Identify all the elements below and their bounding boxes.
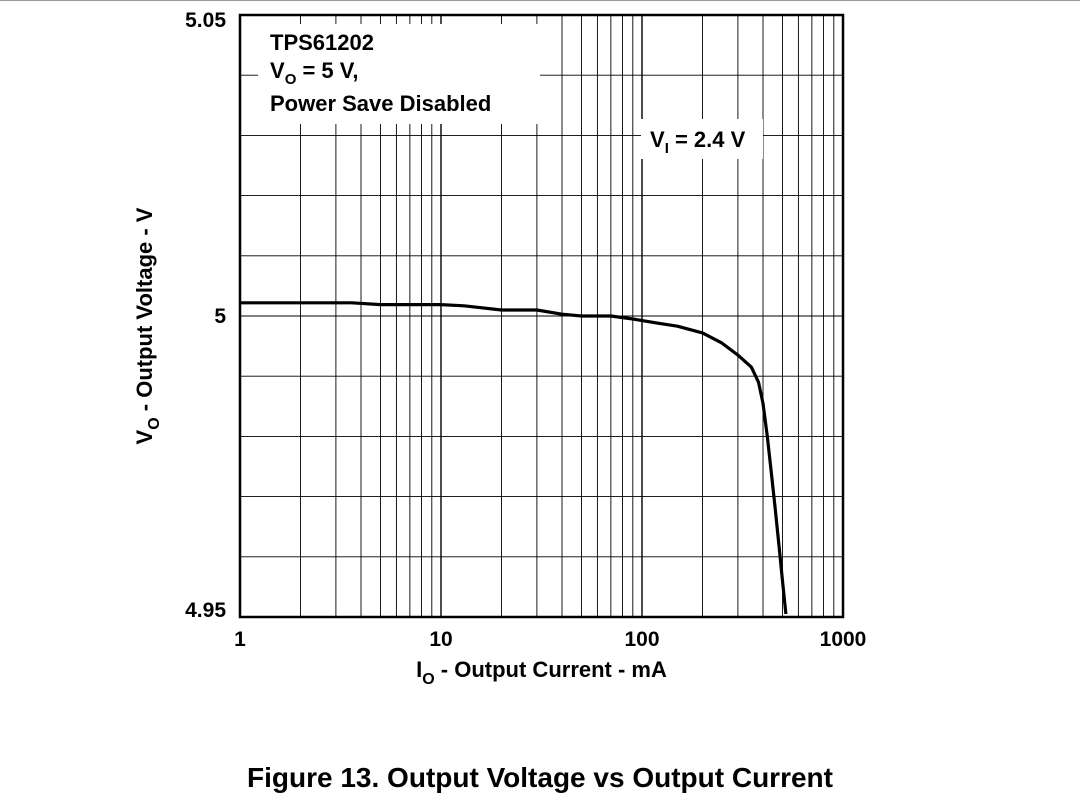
x-axis-label-subscript: O bbox=[422, 671, 434, 688]
annotation-vin-rest: = 2.4 V bbox=[669, 127, 746, 152]
output-voltage-chart: TPS61202 VO = 5 V, Power Save Disabled V… bbox=[132, 9, 866, 688]
x-tick-label: 1000 bbox=[820, 628, 867, 651]
annotation-output-voltage: VO = 5 V, bbox=[270, 58, 359, 88]
annotation-input-voltage: VI = 2.4 V bbox=[650, 127, 746, 157]
x-tick-label: 10 bbox=[429, 628, 452, 651]
x-axis-label: IO - Output Current - mA bbox=[416, 657, 667, 688]
figure-caption: Figure 13. Output Voltage vs Output Curr… bbox=[247, 762, 833, 793]
y-axis-label-rest: - Output Voltage - V bbox=[132, 207, 157, 417]
y-tick-label: 5.05 bbox=[185, 9, 226, 32]
annotation-vout-rest: = 5 V, bbox=[296, 58, 358, 83]
y-axis-label-main: V bbox=[132, 429, 157, 444]
x-tick-label: 100 bbox=[624, 628, 659, 651]
top-rule bbox=[0, 0, 1080, 1]
x-axis-label-main: I bbox=[416, 657, 422, 682]
series-line bbox=[240, 301, 788, 615]
y-axis-label-subscript: O bbox=[146, 417, 163, 429]
tick-labels: 1 10 100 1000 5.05 5 4.95 bbox=[185, 9, 866, 651]
x-axis-label-rest: - Output Current - mA bbox=[435, 657, 667, 682]
y-tick-label: 5 bbox=[214, 305, 226, 328]
annotation-vin-subscript: I bbox=[665, 140, 669, 157]
annotation-vin-main: V bbox=[650, 127, 665, 152]
x-tick-label: 1 bbox=[234, 628, 246, 651]
annotation-vout-subscript: O bbox=[285, 71, 297, 88]
annotation-box-input-voltage bbox=[641, 119, 763, 159]
annotation-layer: TPS61202 VO = 5 V, Power Save Disabled V… bbox=[258, 24, 763, 159]
series-layer bbox=[240, 301, 788, 615]
annotation-device: TPS61202 bbox=[270, 30, 374, 55]
annotation-box-conditions bbox=[258, 24, 540, 124]
plot-area-frame bbox=[238, 13, 845, 619]
y-axis-label: VO - Output Voltage - V bbox=[132, 207, 163, 444]
annotation-vout-main: V bbox=[270, 58, 285, 83]
annotation-mode: Power Save Disabled bbox=[270, 91, 491, 116]
y-tick-label: 4.95 bbox=[185, 599, 226, 622]
